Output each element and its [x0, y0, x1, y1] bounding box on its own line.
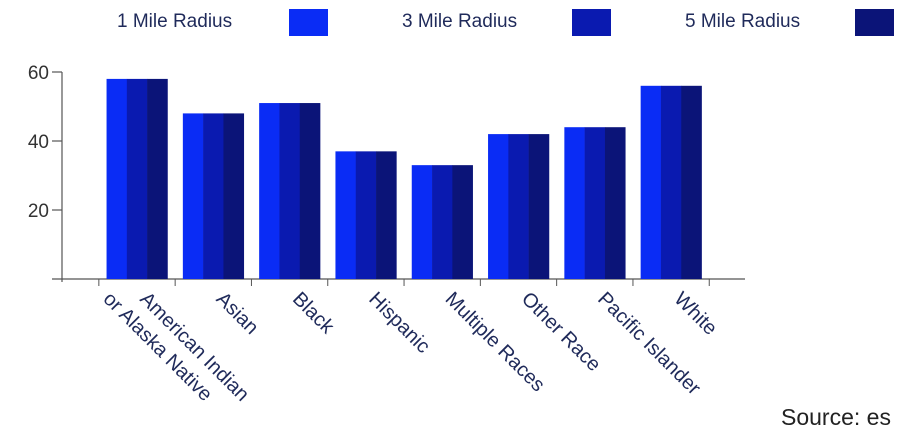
y-tick-label: 20 [28, 201, 49, 222]
bar-3-1 [259, 103, 280, 279]
bar-5-2 [432, 165, 453, 279]
bar-6-2 [508, 134, 529, 279]
y-tick-label: 40 [28, 132, 49, 153]
bar-8-1 [640, 85, 662, 279]
bar-5-3 [452, 165, 473, 279]
x-tick-label: Black [288, 288, 339, 339]
bar-8-3 [681, 85, 702, 279]
bar-5-1 [411, 165, 433, 279]
source-note: Source: es [781, 404, 891, 430]
x-tick-label: Hispanic [364, 288, 434, 358]
bar-1-2 [126, 78, 148, 280]
bar-8-2 [660, 85, 682, 279]
y-tick-label: 60 [28, 63, 49, 84]
bars [106, 78, 702, 280]
x-tick-label: Asian [212, 288, 263, 339]
bar-2-1 [182, 113, 204, 280]
bar-7-2 [584, 127, 606, 279]
y-axis-ticks: 20 40 60 [28, 63, 62, 222]
bar-6-1 [488, 134, 509, 279]
legend-swatch-1 [289, 9, 328, 36]
legend-label-1: 1 Mile Radius [117, 11, 232, 32]
bar-4-2 [355, 151, 377, 279]
bar-3-2 [279, 103, 301, 279]
legend-label-2: 3 Mile Radius [402, 11, 517, 32]
legend-swatch-3 [855, 9, 894, 36]
legend-swatch-2 [572, 9, 611, 36]
bar-7-1 [564, 127, 585, 279]
bar-3-3 [299, 103, 321, 279]
bar-2-3 [223, 113, 245, 280]
bar-1-1 [106, 78, 128, 280]
bar-4-3 [376, 151, 397, 279]
legend-label-3: 5 Mile Radius [685, 11, 800, 32]
bar-6-3 [528, 134, 550, 279]
bar-1-3 [147, 78, 168, 280]
bar-7-3 [604, 127, 626, 279]
bar-4-1 [335, 151, 357, 279]
x-tick-label: White [670, 288, 722, 340]
bar-2-2 [203, 113, 224, 280]
legend: 1 Mile Radius 3 Mile Radius 5 Mile Radius [117, 9, 894, 36]
